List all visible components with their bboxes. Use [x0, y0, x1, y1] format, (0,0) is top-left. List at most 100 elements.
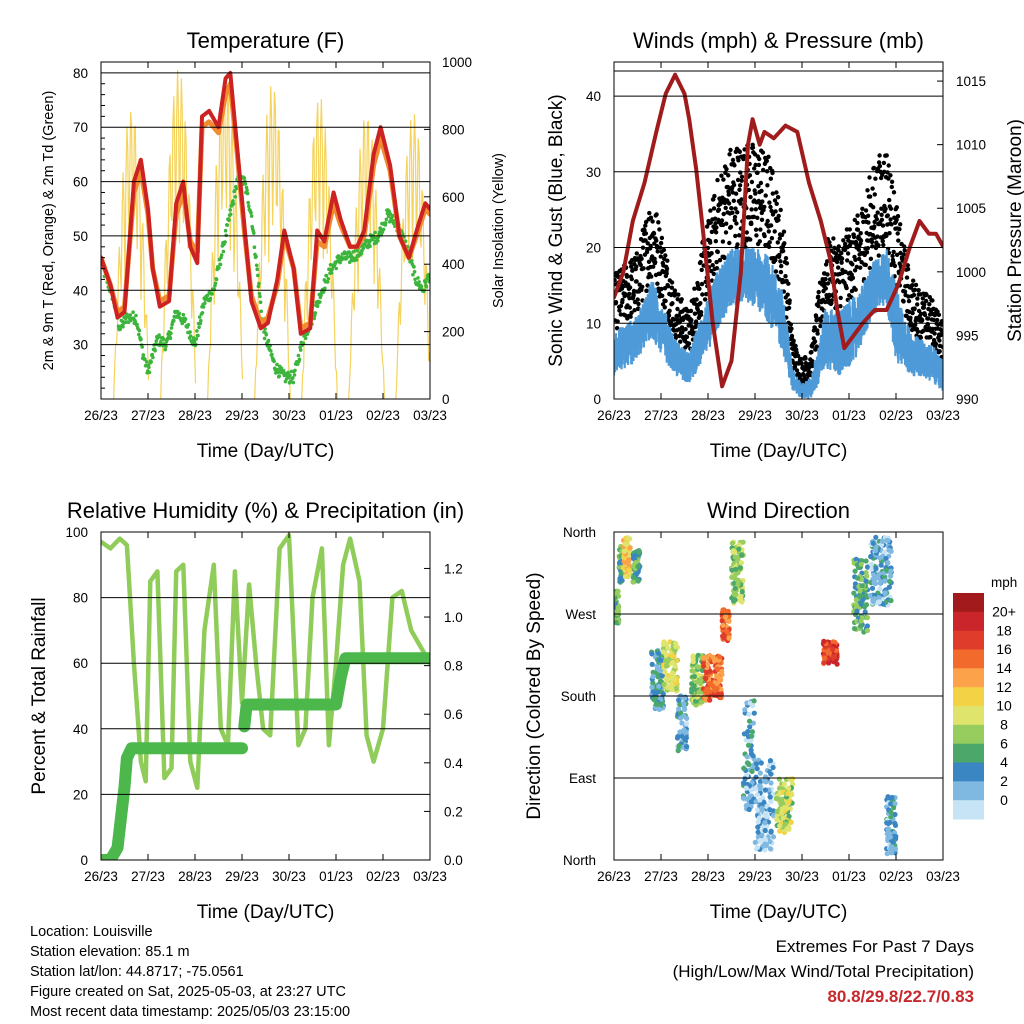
direction-point [754, 807, 761, 813]
gust-point [764, 169, 770, 174]
gust-point [659, 235, 665, 241]
gust-point [891, 249, 896, 255]
x-tick-label: 27/23 [644, 869, 678, 884]
direction-point [745, 760, 751, 766]
gust-point [777, 236, 782, 241]
dewpoint-point [135, 322, 139, 327]
direction-point [739, 589, 745, 595]
gust-point [635, 297, 640, 302]
direction-point [714, 673, 720, 680]
location-text: Location: Louisville [30, 924, 153, 940]
gust-point [855, 213, 860, 218]
gust-point [669, 280, 675, 285]
gust-point [887, 231, 892, 236]
gust-point [634, 264, 639, 269]
gust-point [877, 163, 883, 169]
gust-point [891, 190, 897, 195]
direction-point [733, 566, 739, 573]
gust-point [921, 328, 926, 333]
direction-point [662, 669, 668, 675]
dewpoint-point [131, 310, 135, 315]
direction-point [851, 626, 858, 632]
extremes-title: Extremes For Past 7 Days [775, 937, 974, 956]
direction-point [676, 743, 682, 749]
gust-point [617, 308, 622, 313]
gust-point [735, 242, 740, 247]
y-tick-label: 70 [73, 120, 88, 135]
dewpoint-point [247, 204, 251, 208]
direction-point [873, 565, 879, 572]
solar-series-line [254, 86, 291, 399]
gust-point [649, 274, 654, 279]
direction-point [656, 683, 662, 689]
gust-point [812, 339, 818, 344]
gust-point [839, 256, 845, 261]
gust-point [768, 176, 773, 181]
legend-title: mph [991, 575, 1017, 590]
direction-point [679, 733, 685, 739]
legend-label: 6 [1000, 735, 1008, 751]
direction-point [888, 568, 894, 574]
gust-point [814, 344, 819, 349]
x-tick-label: 26/23 [597, 408, 631, 423]
legend-label: 12 [996, 679, 1012, 695]
direction-point [767, 794, 773, 800]
gust-point [839, 260, 844, 265]
gust-point [670, 301, 675, 306]
gust-point [656, 220, 661, 225]
y-tick-label: 0 [80, 853, 88, 868]
gust-point [665, 284, 671, 289]
solar-series-line [207, 85, 244, 399]
direction-point [827, 650, 833, 656]
direction-point [867, 593, 874, 599]
gust-point [651, 264, 656, 269]
direction-point [669, 686, 675, 693]
gust-point [876, 243, 881, 248]
gust-point [767, 200, 772, 205]
gust-point [851, 234, 857, 240]
gust-point [871, 205, 876, 210]
dewpoint-point [413, 277, 417, 282]
legend-label: 2 [1000, 773, 1008, 789]
gust-point [750, 145, 756, 150]
x-axis-label: Time (Day/UTC) [710, 441, 848, 462]
direction-point [753, 774, 759, 780]
y2-tick-label: 1000 [442, 55, 472, 70]
direction-point [737, 594, 743, 600]
direction-point [877, 586, 883, 592]
temperature-panel: Temperature (F) Time (Day/UTC) 26/23 27/23 2… [41, 28, 507, 462]
gust-point [838, 295, 843, 301]
direction-point [851, 590, 857, 596]
gust-point [655, 249, 660, 254]
gust-point [722, 255, 727, 261]
gust-point [727, 240, 732, 246]
gust-point [709, 251, 714, 256]
x-tick-label: 03/23 [926, 869, 960, 884]
gust-point [799, 361, 804, 366]
direction-point [869, 566, 875, 572]
gust-point [686, 341, 692, 346]
direction-point [684, 721, 690, 727]
gust-point [711, 271, 716, 277]
dewpoint-point [231, 202, 236, 206]
legend-label: 4 [1000, 754, 1008, 770]
panel-title: Relative Humidity (%) & Precipitation (i… [67, 498, 464, 523]
legend-label: 18 [996, 622, 1012, 638]
gust-point [733, 233, 738, 239]
direction-point [751, 710, 757, 716]
gust-point [767, 240, 772, 245]
gust-point [889, 179, 895, 184]
gust-point [755, 215, 760, 220]
gust-point [884, 233, 889, 238]
legend-label: 20+ [992, 603, 1016, 619]
direction-point [661, 681, 667, 688]
gust-point [901, 252, 907, 257]
gust-point [643, 231, 649, 236]
direction-point [677, 715, 684, 721]
gust-point [758, 227, 763, 232]
direction-point [700, 663, 707, 669]
gust-point [865, 213, 871, 218]
plot-frame [100, 531, 431, 861]
direction-point [864, 627, 871, 634]
gust-point [913, 282, 919, 288]
